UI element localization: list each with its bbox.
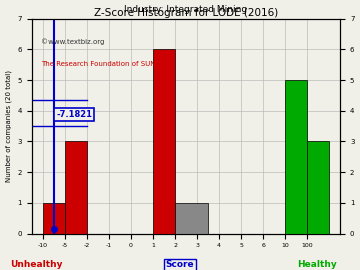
Bar [65,141,87,234]
Text: -7.1821: -7.1821 [56,110,92,119]
Bar [43,203,65,234]
Bar [285,80,307,234]
Bar [153,49,175,234]
Text: The Research Foundation of SUNY: The Research Foundation of SUNY [41,61,160,67]
Bar [175,203,208,234]
Text: Unhealthy: Unhealthy [10,260,62,269]
Y-axis label: Number of companies (20 total): Number of companies (20 total) [5,70,12,182]
Text: Healthy: Healthy [297,260,337,269]
Bar [307,141,329,234]
Text: Industry: Integrated Mining: Industry: Integrated Mining [125,5,248,14]
Text: ©www.textbiz.org: ©www.textbiz.org [41,39,104,45]
Title: Z-Score Histogram for LODE (2016): Z-Score Histogram for LODE (2016) [94,8,278,18]
Text: Score: Score [166,260,194,269]
